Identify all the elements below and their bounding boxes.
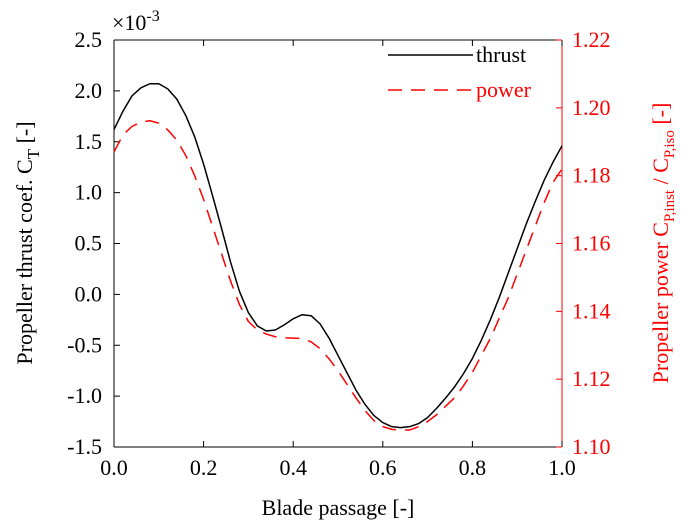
series-line-power [113, 119, 563, 431]
right-tick-label: 1.12 [572, 366, 611, 391]
left-tick-label: -1.0 [67, 383, 102, 408]
left-tick-label: -1.5 [67, 434, 102, 459]
legend-power-label: power [476, 77, 532, 102]
left-tick-label: 2.0 [75, 78, 103, 103]
x-tick-label: 0.2 [190, 455, 218, 480]
x-tick-label: 0.8 [459, 455, 487, 480]
left-tick-label: 1.5 [75, 129, 103, 154]
right-tick-label: 1.22 [572, 27, 611, 52]
right-tick-label: 1.20 [572, 95, 611, 120]
legend-thrust-label: thrust [476, 42, 526, 67]
right-tick-label: 1.18 [572, 163, 611, 188]
series-line-thrust [113, 83, 563, 429]
left-tick-label: 0.5 [75, 231, 103, 256]
left-tick-label: 1.0 [75, 180, 103, 205]
x-tick-label: 0.6 [369, 455, 397, 480]
right-tick-label: 1.10 [572, 434, 611, 459]
legend: thrust power [388, 42, 532, 102]
x-tick-label: 0.4 [279, 455, 307, 480]
left-tick-label: 2.5 [75, 27, 103, 52]
left-axis-title: Propeller thrust coef. CT [-] [12, 121, 43, 364]
right-tick-label: 1.16 [572, 231, 611, 256]
right-tick-label: 1.14 [572, 298, 611, 323]
x-tick-label: 1.0 [548, 455, 576, 480]
tick-group: 0.0 0.2 0.4 0.6 0.8 1.0 2.5 2.0 1.5 1.0 0.5 0.0 -0.5… [67, 27, 610, 480]
left-tick-label: -0.5 [67, 332, 102, 357]
left-tick-label: 0.0 [75, 281, 103, 306]
right-axis-title: Propeller power CP,inst / CP,iso [-] [648, 103, 678, 384]
x-tick-label: 0.0 [100, 455, 128, 480]
series-group [113, 83, 563, 431]
x-axis-title: Blade passage [-] [262, 495, 415, 520]
axis-multiplier: ×10-3 [112, 8, 160, 35]
